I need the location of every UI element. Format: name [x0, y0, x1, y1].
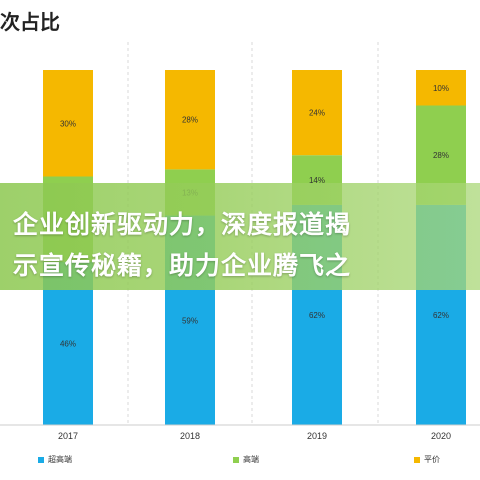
data-label: 10% [433, 84, 449, 93]
legend-swatch [38, 456, 44, 463]
grid-layer [127, 42, 379, 425]
legend-label: 超高端 [48, 455, 72, 464]
headline-line-2: 示宣传秘籍，助力企业腾飞之 [13, 251, 352, 280]
legend-item: 超高端 [38, 454, 72, 465]
x-tick-label: 2017 [58, 431, 78, 441]
bar-segment [165, 70, 215, 170]
data-label: 62% [309, 311, 325, 320]
data-label: 24% [309, 109, 325, 118]
data-label: 28% [433, 151, 449, 160]
headline-line-1: 企业创新驱动力，深度报道揭 [13, 210, 352, 239]
chart-legend: 超高端 高端 平价 [0, 454, 480, 470]
data-label: 59% [182, 316, 198, 325]
legend-label: 高端 [243, 455, 259, 464]
headline-overlay: 企业创新驱动力，深度报道揭 示宣传秘籍，助力企业腾飞之 [0, 183, 480, 290]
bar-segment [43, 70, 93, 177]
data-label: 30% [60, 119, 76, 128]
legend-label: 平价 [424, 455, 440, 464]
legend-item: 平价 [414, 454, 440, 465]
x-tick-label: 2020 [431, 431, 451, 441]
data-label: 28% [182, 116, 198, 125]
legend-item: 高端 [233, 454, 259, 465]
x-tick-label: 2019 [307, 431, 327, 441]
legend-swatch [414, 456, 420, 463]
chart-title: 次占比 [0, 10, 60, 34]
bar-segment [416, 70, 466, 106]
legend-swatch [233, 456, 239, 463]
bar-segment [292, 70, 342, 156]
data-label: 62% [433, 311, 449, 320]
data-label: 14% [309, 176, 325, 185]
data-label: 46% [60, 339, 76, 348]
x-tick-label: 2018 [180, 431, 200, 441]
x-axis: 2017 2018 2019 2020 [0, 424, 480, 441]
